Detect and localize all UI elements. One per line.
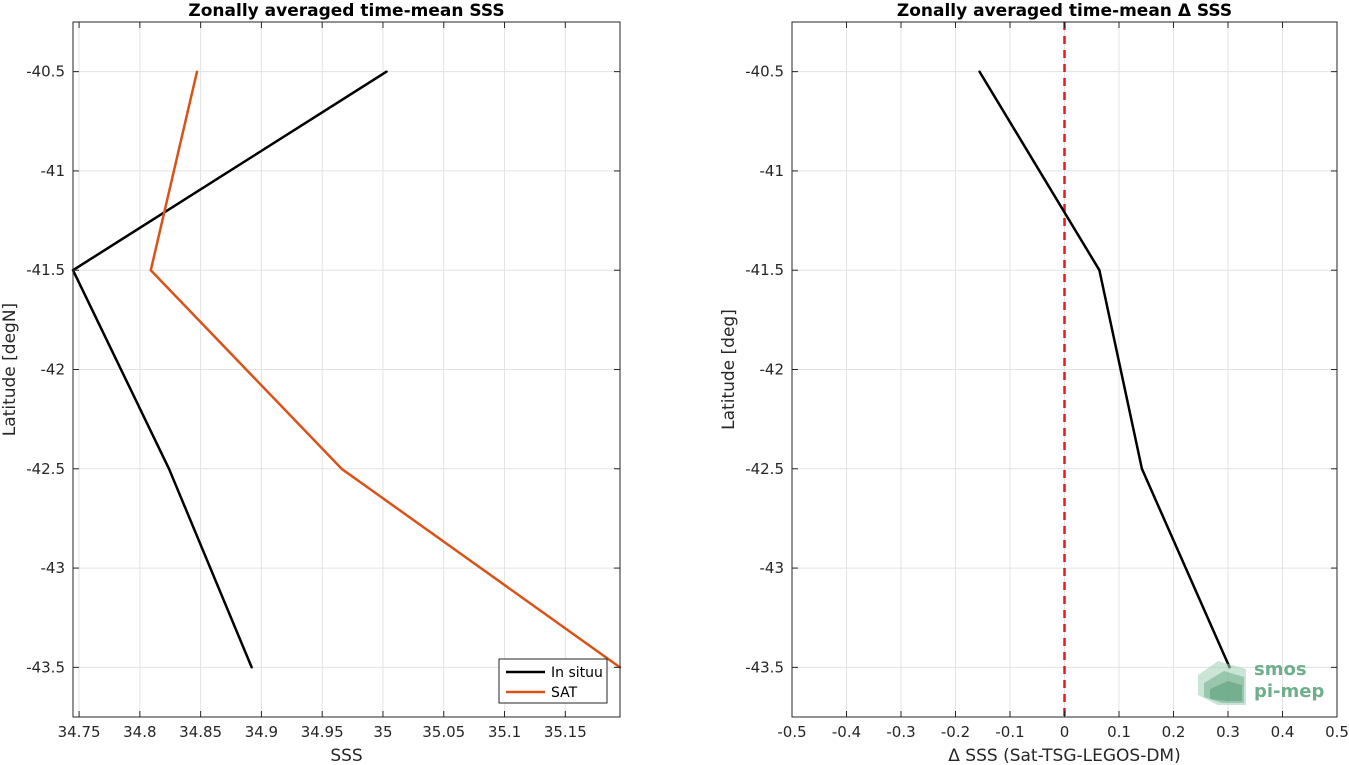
y-tick-label: -43: [41, 559, 66, 577]
x-tick-label: 34.8: [123, 723, 156, 741]
logo-text-line1: smos: [1254, 659, 1307, 680]
series-point: [195, 70, 199, 73]
right-chart-panel: -0.5 -0.4 -0.3 -0.2 -0.1 0 0.1 0.2 0.3 0.4 0.5 -40.…: [719, 1, 1349, 765]
left-chart-panel: 34.75 34.8 34.85 34.9 34.95 35 35.05 35.1 35.15 -…: [0, 1, 622, 765]
y-tick-label: -43: [760, 559, 785, 577]
left-series-group: [71, 70, 622, 669]
left-y-axis-label: Latitude [degN]: [0, 303, 20, 436]
x-tick-label: -0.1: [995, 723, 1024, 741]
x-tick-label: 35.15: [544, 723, 587, 741]
y-tick-label: -41: [760, 162, 785, 180]
series-point: [167, 467, 171, 470]
x-tick-label: -0.5: [777, 723, 806, 741]
x-tick-label: 0.2: [1162, 723, 1186, 741]
right-y-axis-label: Latitude [deg]: [719, 309, 739, 430]
legend-label-sat: SAT: [551, 685, 578, 701]
left-grid: [73, 22, 620, 717]
series-line-sat: [149, 71, 621, 669]
left-ticks: 34.75 34.8 34.85 34.9 34.95 35 35.05 35.1 35.15 -…: [26, 22, 620, 741]
series-point: [1140, 467, 1144, 470]
left-x-axis-label: SSS: [330, 746, 362, 765]
x-tick-label: 35.05: [422, 723, 465, 741]
legend: In situu SAT: [498, 658, 608, 704]
x-tick-label: 0.3: [1216, 723, 1240, 741]
x-tick-label: 35.1: [488, 723, 521, 741]
x-tick-label: 0.1: [1107, 723, 1131, 741]
series-point: [385, 70, 388, 73]
x-tick-label: 34.75: [58, 723, 101, 741]
x-tick-label: 0.4: [1271, 723, 1295, 741]
x-tick-label: 34.9: [245, 723, 278, 741]
x-tick-label: -0.3: [886, 723, 915, 741]
y-tick-label: -42.5: [745, 460, 784, 478]
logo-text-line2: pi-mep: [1254, 681, 1324, 702]
legend-label-in-situ: In situu: [551, 665, 603, 681]
legend-box: [498, 658, 608, 704]
x-tick-label: 34.85: [179, 723, 222, 741]
right-ticks: -0.5 -0.4 -0.3 -0.2 -0.1 0 0.1 0.2 0.3 0.4 0.5 -40.…: [745, 22, 1349, 741]
series-point: [978, 70, 981, 73]
y-tick-label: -41.5: [26, 261, 65, 279]
series-line-delta-sss: [978, 70, 1231, 668]
series-line-in-situu: [71, 70, 388, 668]
right-chart-title: Zonally averaged time-mean Δ SSS: [897, 1, 1232, 21]
y-tick-label: -43.5: [745, 658, 784, 676]
y-tick-label: -41.5: [745, 261, 784, 279]
y-tick-label: -42: [760, 361, 785, 379]
x-tick-label: 35: [373, 723, 392, 741]
y-tick-label: -42.5: [26, 460, 65, 478]
y-tick-label: -40.5: [745, 63, 784, 81]
y-tick-label: -42: [41, 361, 66, 379]
x-tick-label: -0.4: [832, 723, 861, 741]
x-tick-label: -0.2: [941, 723, 970, 741]
series-point: [250, 666, 253, 669]
right-x-axis-label: Δ SSS (Sat-TSG-LEGOS-DM): [948, 746, 1180, 765]
y-tick-label: -43.5: [26, 658, 65, 676]
series-point: [340, 467, 343, 470]
left-chart-title: Zonally averaged time-mean SSS: [188, 1, 504, 21]
x-tick-label: 0.5: [1325, 723, 1349, 741]
series-point: [149, 269, 152, 272]
series-point: [1098, 269, 1101, 272]
x-tick-label: 34.95: [301, 723, 344, 741]
x-tick-label: 0: [1060, 723, 1070, 741]
y-tick-label: -40.5: [26, 63, 65, 81]
y-tick-label: -41: [41, 162, 66, 180]
smos-pi-mep-logo: smos pi-mep: [1198, 659, 1324, 705]
